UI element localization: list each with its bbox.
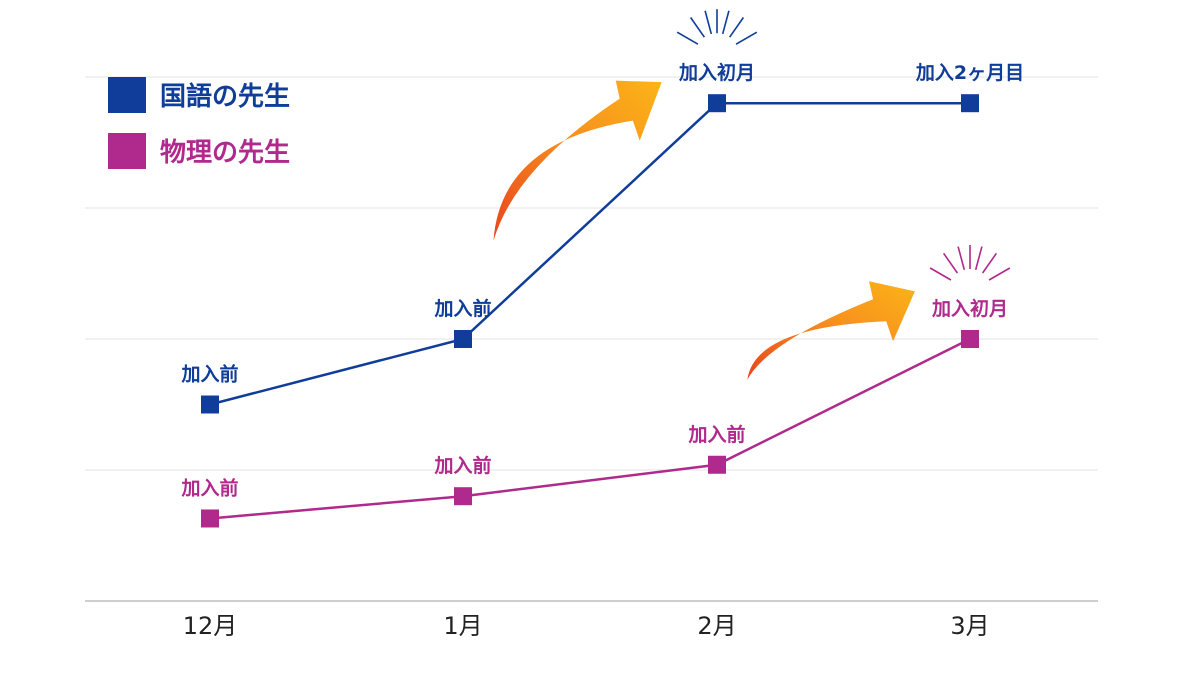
gridlines — [85, 76, 1098, 471]
x-tick-label: 2月 — [697, 612, 736, 640]
burst-ray — [735, 31, 758, 45]
data-point-marker — [201, 395, 219, 414]
legend-label: 物理の先生 — [160, 138, 290, 168]
x-axis: 12月 1月 2月 3月 — [85, 600, 1098, 640]
data-point-label: 加入初月 — [931, 297, 1008, 320]
x-tick-label: 12月 — [183, 612, 238, 640]
burst-ray — [981, 252, 998, 274]
burst-ray — [704, 10, 713, 35]
data-point-marker — [454, 330, 472, 348]
data-point-marker — [201, 509, 219, 528]
data-point-label: 加入初月 — [678, 61, 755, 84]
data-point-label: 加入前 — [433, 454, 491, 477]
trend-arrow — [493, 80, 662, 241]
burst-ray — [676, 31, 699, 45]
data-point-marker — [708, 455, 726, 474]
data-point-marker — [708, 94, 726, 113]
data-point-marker — [454, 487, 472, 506]
burst-ray — [974, 246, 983, 270]
legend-swatch — [108, 133, 146, 169]
series-line — [209, 101, 970, 406]
data-point-marker — [961, 94, 979, 113]
burst-ray — [689, 17, 706, 38]
data-point-label: 加入前 — [687, 423, 745, 446]
x-tick-label: 1月 — [443, 612, 482, 640]
data-point-label: 加入2ヶ月目 — [915, 62, 1024, 84]
data-point-marker — [961, 330, 979, 348]
legend-label: 国語の先生 — [160, 81, 290, 112]
data-point-label: 加入前 — [180, 476, 238, 499]
burst-ray — [721, 10, 730, 35]
burst-ray — [728, 17, 745, 38]
data-point-label: 加入前 — [433, 297, 491, 320]
trend-arrow — [747, 281, 915, 380]
data-point-label: 加入前 — [180, 363, 238, 386]
annotations — [493, 9, 1011, 380]
x-tick-label: 3月 — [950, 612, 989, 640]
burst-ray — [929, 267, 952, 281]
burst-ray — [957, 246, 966, 270]
highlight-burst — [676, 9, 758, 45]
series-line — [209, 337, 971, 520]
burst-ray — [988, 267, 1011, 281]
burst-ray — [942, 252, 959, 274]
highlight-burst — [929, 245, 1011, 281]
legend-swatch — [108, 77, 146, 113]
